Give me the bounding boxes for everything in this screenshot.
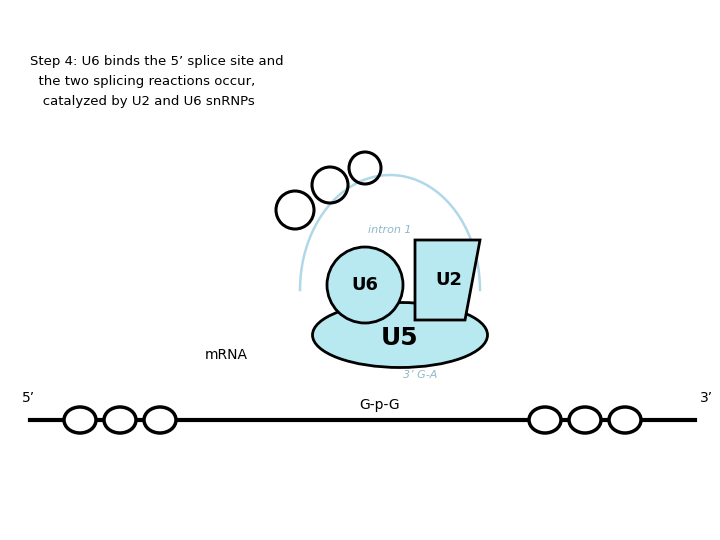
Ellipse shape <box>144 407 176 433</box>
Polygon shape <box>415 240 480 320</box>
Text: 3’ G-A: 3’ G-A <box>402 370 437 380</box>
Text: the two splicing reactions occur,: the two splicing reactions occur, <box>30 75 256 88</box>
Circle shape <box>327 247 403 323</box>
Ellipse shape <box>104 407 136 433</box>
Text: 3’: 3’ <box>700 391 713 405</box>
Text: U5: U5 <box>381 326 419 350</box>
Ellipse shape <box>529 407 561 433</box>
Text: catalyzed by U2 and U6 snRNPs: catalyzed by U2 and U6 snRNPs <box>30 95 255 108</box>
Text: 5’: 5’ <box>22 391 35 405</box>
Text: U6: U6 <box>351 276 379 294</box>
Text: intron 1: intron 1 <box>368 225 412 235</box>
Ellipse shape <box>312 302 487 368</box>
Ellipse shape <box>64 407 96 433</box>
Ellipse shape <box>609 407 641 433</box>
Text: mRNA: mRNA <box>205 348 248 362</box>
Text: Step 4: U6 binds the 5’ splice site and: Step 4: U6 binds the 5’ splice site and <box>30 55 284 68</box>
Text: G-p-G: G-p-G <box>360 398 400 412</box>
Text: U2: U2 <box>436 271 462 289</box>
Ellipse shape <box>569 407 601 433</box>
